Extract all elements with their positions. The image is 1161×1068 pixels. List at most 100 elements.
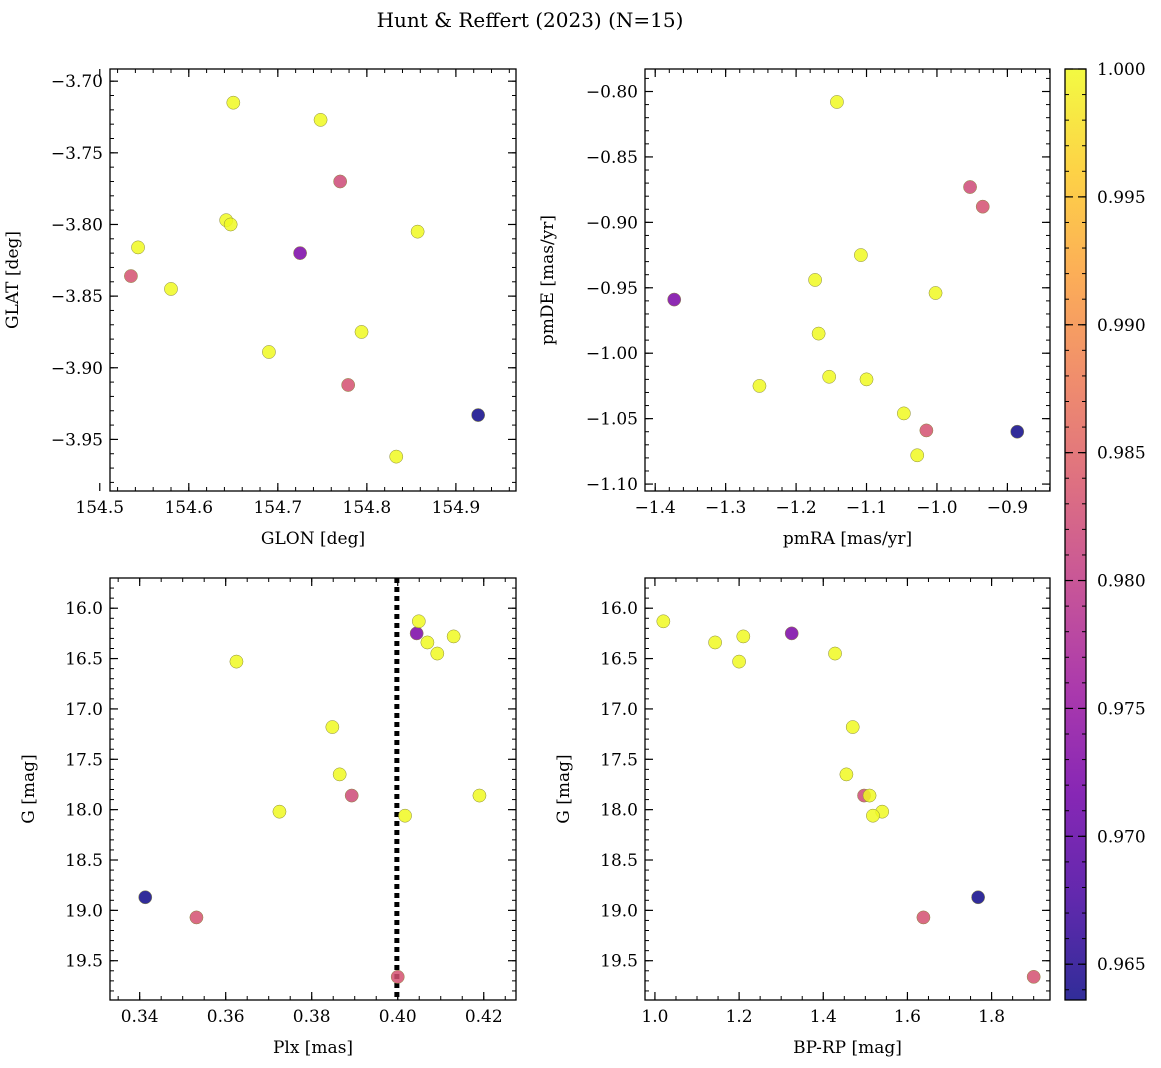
colorbar-tick-label: 0.975 [1097,699,1146,719]
data-point [1026,969,1041,984]
data-point [332,767,347,782]
data-point [656,614,671,629]
data-point [862,788,877,803]
data-point [963,180,977,194]
data-points [124,95,486,464]
y-tick-label: 19.5 [65,952,103,972]
y-tick-label: 16.5 [600,650,638,670]
data-point [430,646,445,661]
data-point [354,325,369,339]
data-point [896,406,911,421]
y-tick-label: 19.0 [65,901,103,921]
colorbar-tick-label: 0.965 [1097,955,1146,975]
data-point [830,95,844,109]
y-axis-label: GLAT [deg] [3,231,23,329]
y-tick-label: −0.80 [586,83,638,103]
data-point [472,788,487,803]
y-tick-label: −1.10 [586,475,638,495]
minor-ticks [110,69,516,491]
colorbar-tick-label: 0.990 [1097,316,1146,336]
x-tick-label: −1.0 [916,498,957,518]
y-tick-label: −0.85 [586,148,638,168]
y-tick-label: 17.0 [65,700,103,720]
x-tick-label: 154.9 [432,498,481,518]
x-tick-label: −1.3 [705,498,746,518]
y-tick-label: −1.00 [586,344,638,364]
data-point [138,890,153,905]
data-point [866,808,880,823]
y-tick-label: −0.90 [586,213,638,233]
colorbar-tick-label: 0.995 [1097,188,1146,208]
x-tick-label: 0.38 [293,1007,331,1027]
x-axis-label: Plx [mas] [273,1038,353,1058]
x-tick-label: −1.2 [775,498,816,518]
data-point [667,292,682,307]
data-point [752,379,767,393]
x-axis-label: pmRA [mas/yr] [783,529,912,549]
colorbar-tick-label: 0.985 [1097,444,1146,464]
y-tick-label: 17.5 [600,750,638,770]
y-axis-label: pmDE [mas/yr] [538,215,558,345]
colorbar: 0.965 0.970 0.975 0.980 0.985 0.990 0.995 1.000 [1064,60,1146,1001]
x-tick-label: −1.4 [635,498,676,518]
y-tick-label: −1.05 [586,410,638,430]
colorbar-tick-label: 1.000 [1097,60,1146,80]
x-axis-label: GLON [deg] [261,529,365,549]
x-tick-label: 154.8 [343,498,392,518]
data-point [859,372,874,387]
data-point [409,626,424,641]
y-tick-label: −0.95 [586,279,638,299]
data-point [916,910,931,925]
data-point [164,282,178,296]
data-point [910,448,925,463]
y-tick-label: −3.90 [51,359,103,379]
data-point [1010,424,1025,439]
y-tick-label: 19.5 [600,952,638,972]
data-point [822,369,837,384]
y-tick-label: 16.5 [65,650,103,670]
y-tick-label: −3.85 [51,287,103,307]
data-point [344,788,359,803]
data-point [420,635,435,650]
panel-color-magnitude: 1.0 1.2 1.4 1.6 1.8 16.0 16.5 17.0 17.5 18.0 18.5 1… [554,577,1051,1058]
data-point [223,217,238,232]
major-ticks [645,578,1050,1000]
data-point [262,345,276,359]
data-point [808,273,822,287]
data-point [131,240,145,255]
x-tick-label: 154.6 [164,498,213,518]
y-axis-label: G [mag] [19,754,39,823]
data-point [189,910,204,925]
y-tick-label: 18.5 [65,851,103,871]
data-points [656,614,1041,984]
x-tick-label: 0.34 [121,1007,159,1027]
y-tick-label: −3.75 [51,144,103,164]
panel-position: 154.5 154.6 154.7 154.8 154.9 −3.70 −3.75 −3.80… [3,68,517,549]
data-point [919,423,934,438]
major-ticks [99,69,516,491]
y-tick-label: 19.0 [600,901,638,921]
y-axis-label: G [mag] [554,754,574,823]
data-point [390,969,405,984]
data-point [293,246,307,260]
x-tick-label: −0.9 [987,498,1028,518]
data-point [971,890,985,905]
data-point [229,654,244,669]
minor-ticks [645,69,1051,491]
data-point [341,378,356,392]
data-points [138,614,487,984]
data-point [325,720,340,734]
data-point [784,626,799,641]
x-tick-label: 154.5 [75,498,124,518]
colorbar-tick-label: 0.980 [1097,572,1146,592]
colorbar-ramp [1065,69,1086,1000]
x-tick-label: 0.42 [465,1007,503,1027]
y-tick-label: −3.80 [51,215,103,235]
data-point [732,654,746,669]
y-tick-label: 18.5 [600,851,638,871]
data-point [389,449,404,464]
data-point [975,199,990,214]
colorbar-tick-label: 0.970 [1097,827,1146,847]
x-tick-label: 0.40 [379,1007,417,1027]
data-point [471,408,486,422]
